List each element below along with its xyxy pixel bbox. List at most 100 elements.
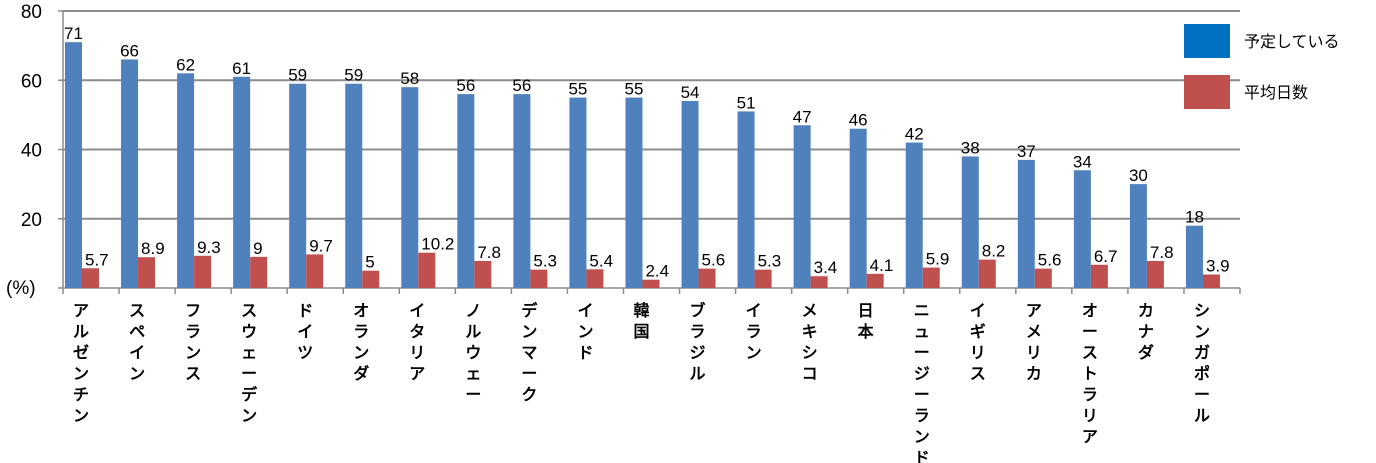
category-label: オーストラリア xyxy=(1082,301,1098,446)
data-label-avg-days: 5.3 xyxy=(758,252,782,271)
data-label-planned: 55 xyxy=(568,80,587,99)
data-label-avg-days: 5.3 xyxy=(533,252,557,271)
data-label-avg-days: 6.7 xyxy=(1094,247,1118,266)
data-label-avg-days: 4.1 xyxy=(870,256,894,275)
data-label-avg-days: 5.4 xyxy=(589,251,613,270)
data-label-avg-days: 3.9 xyxy=(1206,256,1230,275)
bar-avg-days xyxy=(194,255,212,288)
data-label-avg-days: 8.2 xyxy=(982,242,1006,261)
bar-avg-days xyxy=(1034,268,1052,288)
bar-planned xyxy=(1129,184,1147,288)
category-label: メキシコ xyxy=(802,301,818,383)
bar-planned xyxy=(233,76,251,288)
bar-planned xyxy=(569,97,587,288)
bar-planned xyxy=(65,42,82,288)
category-label: インド xyxy=(577,301,593,362)
category-label: カナダ xyxy=(1138,301,1154,362)
category-label: 日本 xyxy=(858,301,874,341)
bar-avg-days xyxy=(306,254,324,288)
bar-planned xyxy=(401,87,419,288)
data-label-avg-days: 5.6 xyxy=(1038,251,1062,270)
bar-avg-days xyxy=(642,279,660,288)
bar-planned xyxy=(289,83,307,289)
bar-avg-days xyxy=(978,259,996,288)
bar-planned xyxy=(849,128,867,288)
bar-avg-days xyxy=(138,257,156,288)
bar-planned xyxy=(1017,159,1035,288)
bar-avg-days xyxy=(530,269,548,288)
bar-avg-days xyxy=(418,252,436,288)
data-label-planned: 47 xyxy=(793,107,812,126)
bar-avg-days xyxy=(698,268,716,288)
category-label: イギリス xyxy=(970,301,986,383)
data-label-avg-days: 9 xyxy=(253,239,262,258)
y-tick-label: 60 xyxy=(21,71,42,92)
bars xyxy=(65,42,1220,289)
data-label-planned: 30 xyxy=(1129,166,1148,185)
bar-planned xyxy=(961,156,979,288)
data-label-avg-days: 7.8 xyxy=(477,243,501,262)
category-label: フランス xyxy=(185,301,201,383)
category-label: ブラジル xyxy=(690,301,706,383)
category-label: アルゼンチン xyxy=(73,301,89,425)
data-label-planned: 71 xyxy=(64,24,83,43)
data-label-avg-days: 8.9 xyxy=(141,239,165,258)
legend-swatch-planned xyxy=(1184,24,1230,58)
data-label-planned: 59 xyxy=(288,66,307,85)
legend-swatch-avg-days xyxy=(1184,75,1230,109)
y-tick-label: 80 xyxy=(21,2,42,23)
bar-planned xyxy=(457,94,475,288)
data-label-planned: 56 xyxy=(512,76,531,95)
data-label-avg-days: 7.8 xyxy=(1150,243,1174,262)
data-label-avg-days: 5.9 xyxy=(926,250,950,269)
category-label: デンマーク xyxy=(521,301,538,404)
bar-planned xyxy=(121,59,139,288)
legend-label-avg-days: 平均日数 xyxy=(1244,83,1308,102)
bar-planned xyxy=(905,142,923,288)
bar-planned xyxy=(513,94,531,288)
bar-avg-days xyxy=(754,269,772,288)
bar-planned xyxy=(1185,225,1203,288)
data-label-avg-days: 10.2 xyxy=(421,235,454,254)
data-label-planned: 51 xyxy=(737,93,756,112)
category-label: イラン xyxy=(746,301,762,362)
bar-planned xyxy=(177,73,195,288)
legend-label-planned: 予定している xyxy=(1244,32,1340,51)
y-tick-label: 40 xyxy=(21,141,42,162)
category-label: イタリア xyxy=(409,301,425,383)
bar-avg-days xyxy=(1146,260,1164,288)
data-label-planned: 18 xyxy=(1185,208,1204,227)
gridlines xyxy=(63,10,1240,220)
data-label-planned: 34 xyxy=(1073,152,1092,171)
data-label-planned: 37 xyxy=(1017,142,1036,161)
data-label-planned: 56 xyxy=(456,76,475,95)
bar-planned xyxy=(1073,170,1091,288)
category-label: ノルウェー xyxy=(465,301,481,404)
y-tick-label: 20 xyxy=(21,210,42,231)
category-labels: アルゼンチン スペイン フランス スウェーデン ドイツ オランダ イタリア ノルウェー デンマー… xyxy=(73,301,1210,463)
y-unit-label: (%) xyxy=(6,278,36,299)
bar-avg-days xyxy=(82,268,99,288)
bar-planned xyxy=(681,101,699,289)
bar-avg-days xyxy=(1202,274,1220,288)
bar-avg-days xyxy=(1090,264,1108,288)
data-label-avg-days: 5.7 xyxy=(85,250,109,269)
bar-planned xyxy=(793,125,811,288)
data-label-planned: 38 xyxy=(961,138,980,157)
bar-avg-days xyxy=(866,273,884,288)
data-label-planned: 61 xyxy=(232,59,251,78)
data-label-planned: 54 xyxy=(681,83,700,102)
data-label-planned: 55 xyxy=(625,80,644,99)
data-label-planned: 58 xyxy=(400,69,419,88)
bar-planned xyxy=(345,83,363,289)
bar-avg-days xyxy=(810,276,828,288)
category-label: アメリカ xyxy=(1026,301,1042,383)
bar-avg-days xyxy=(362,270,380,288)
category-label: オランダ xyxy=(353,301,369,383)
category-label: ニュージーランド xyxy=(914,301,930,463)
category-label: スペイン xyxy=(129,301,145,383)
bar-planned xyxy=(625,97,643,288)
